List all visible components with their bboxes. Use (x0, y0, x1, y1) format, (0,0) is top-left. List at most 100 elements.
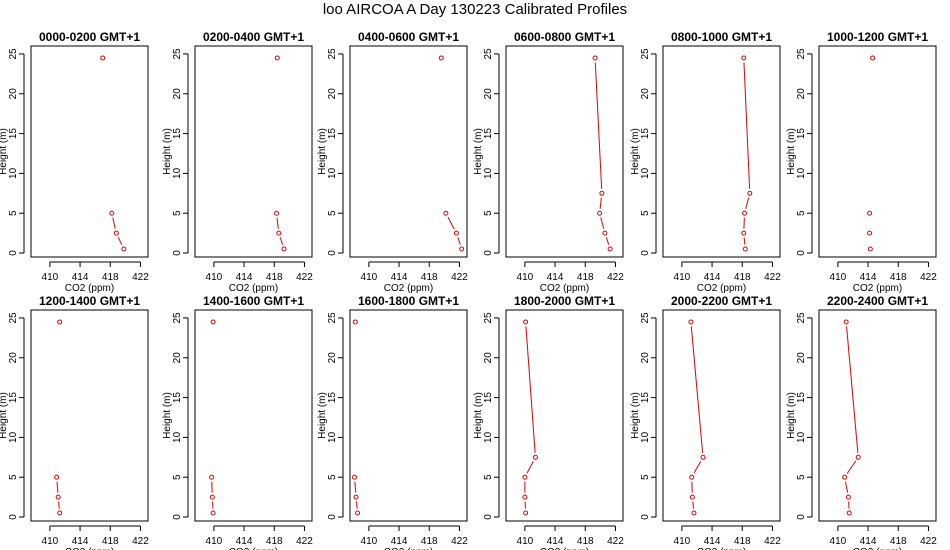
data-point (100, 55, 106, 61)
profile-segment (112, 217, 116, 229)
x-tick-label: 410 (42, 536, 59, 547)
y-tick-label: 0 (640, 250, 651, 256)
y-tick-label: 10 (796, 167, 807, 179)
y-tick-label: 20 (796, 352, 807, 364)
x-tick-label: 422 (920, 536, 937, 547)
data-point (845, 494, 851, 500)
y-tick-label: 10 (327, 167, 338, 179)
y-tick-label: 15 (796, 128, 807, 140)
y-tick-label: 20 (172, 352, 183, 364)
data-point (281, 246, 287, 252)
profile-segment (743, 237, 746, 245)
y-tick-label: 15 (172, 392, 183, 404)
y-axis-label: Height (m) (162, 392, 173, 439)
y-tick-label: 25 (8, 312, 19, 324)
y-tick-label: 20 (640, 88, 651, 100)
panel-2: 0400-0600 GMT+1 0 5 10 15 20 25 410 414 418 422 CO2… (317, 30, 468, 294)
profile-segment (845, 481, 849, 493)
profile-segment (355, 501, 358, 509)
profile-segment (56, 481, 59, 493)
y-tick-label: 10 (327, 431, 338, 443)
x-tick-label: 414 (72, 272, 89, 283)
plot-frame (30, 45, 149, 258)
y-axis-label: Height (m) (317, 392, 328, 439)
data-point (689, 474, 695, 480)
y-tick-label: 25 (796, 312, 807, 324)
data-point (113, 230, 119, 236)
x-tick-label: 422 (764, 272, 781, 283)
x-tick-label: 410 (674, 272, 691, 283)
x-axis-label: CO2 (ppm) (540, 547, 589, 550)
x-axis-label: CO2 (ppm) (853, 283, 902, 294)
y-tick-label: 10 (8, 431, 19, 443)
x-tick-label: 410 (206, 536, 223, 547)
panel-8: 1600-1800 GMT+1 0 5 10 15 20 25 410 414 418 422 CO2… (317, 294, 468, 550)
data-point (274, 55, 280, 61)
y-tick-label: 10 (483, 431, 494, 443)
y-tick-label: 25 (640, 312, 651, 324)
y-tick-label: 25 (172, 312, 183, 324)
x-tick-label: 410 (830, 536, 847, 547)
x-tick-label: 410 (830, 272, 847, 283)
y-tick-label: 25 (483, 48, 494, 60)
data-point (747, 190, 753, 196)
data-point (691, 510, 697, 516)
y-tick-label: 5 (796, 474, 807, 480)
x-tick-label: 422 (764, 536, 781, 547)
profile-segment (745, 197, 750, 209)
x-tick-label: 410 (517, 536, 534, 547)
data-point (741, 55, 747, 61)
profile-segment (693, 460, 702, 474)
plot-frame (194, 45, 313, 258)
y-tick-label: 10 (796, 431, 807, 443)
y-tick-label: 5 (8, 474, 19, 480)
x-tick-label: 418 (266, 536, 283, 547)
x-axis-label: CO2 (ppm) (229, 283, 278, 294)
y-tick-label: 10 (640, 167, 651, 179)
data-point (842, 474, 848, 480)
panel-7: 1400-1600 GMT+1 0 5 10 15 20 25 410 414 418 422 CO2… (162, 294, 313, 550)
x-axis-label: CO2 (ppm) (540, 283, 589, 294)
y-tick-label: 20 (483, 352, 494, 364)
y-tick-label: 5 (640, 474, 651, 480)
data-point (54, 474, 60, 480)
data-point (867, 230, 873, 236)
y-tick-label: 0 (796, 250, 807, 256)
data-point (688, 319, 694, 325)
data-point (459, 246, 465, 252)
panel-title: 1600-1800 GMT+1 (358, 294, 459, 308)
data-point (532, 454, 538, 460)
y-tick-label: 20 (796, 88, 807, 100)
x-tick-label: 418 (890, 272, 907, 283)
y-tick-label: 25 (483, 312, 494, 324)
y-tick-label: 10 (640, 431, 651, 443)
profile-segment (276, 217, 279, 229)
panel-title: 0000-0200 GMT+1 (39, 30, 140, 44)
data-point (867, 210, 873, 216)
x-axis-label: CO2 (ppm) (65, 283, 114, 294)
x-tick-label: 422 (296, 272, 313, 283)
y-axis-label: Height (m) (0, 128, 9, 175)
y-axis-label: Height (m) (0, 392, 9, 439)
y-tick-label: 15 (172, 128, 183, 140)
profile-segment (846, 326, 859, 453)
x-tick-label: 418 (421, 536, 438, 547)
panel-0: 0000-0200 GMT+1 0 5 10 15 20 25 410 414 418 422 CO2… (0, 30, 149, 294)
data-point (689, 494, 695, 500)
panel-title: 0600-0800 GMT+1 (514, 30, 615, 44)
x-tick-label: 414 (547, 272, 564, 283)
y-tick-label: 20 (8, 88, 19, 100)
x-tick-label: 414 (704, 272, 721, 283)
panel-title: 2000-2200 GMT+1 (671, 294, 772, 308)
panel-6: 1200-1400 GMT+1 0 5 10 15 20 25 410 414 418 422 CO2… (0, 294, 149, 550)
plot-frame (662, 309, 781, 522)
y-tick-label: 15 (640, 128, 651, 140)
profile-segment (743, 62, 751, 189)
y-axis-label: Height (m) (162, 128, 173, 175)
y-axis-label: Height (m) (630, 392, 641, 439)
x-tick-label: 422 (132, 272, 149, 283)
data-point (742, 246, 748, 252)
profile-segment (447, 216, 455, 230)
y-tick-label: 0 (8, 514, 19, 520)
